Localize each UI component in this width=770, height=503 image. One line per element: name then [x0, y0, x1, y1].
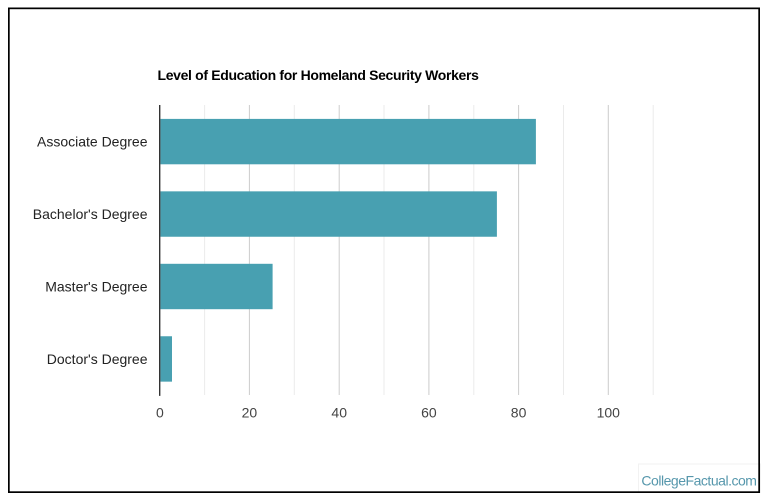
svg-text:0: 0	[156, 405, 164, 421]
svg-text:100: 100	[597, 405, 621, 421]
svg-text:Master's Degree: Master's Degree	[45, 279, 147, 295]
svg-text:80: 80	[511, 405, 527, 421]
svg-text:CollegeFactual.com: CollegeFactual.com	[641, 473, 756, 489]
svg-text:60: 60	[421, 405, 437, 421]
svg-text:Doctor's Degree: Doctor's Degree	[47, 351, 148, 367]
svg-text:Bachelor's Degree: Bachelor's Degree	[33, 206, 148, 222]
svg-text:40: 40	[331, 405, 347, 421]
svg-text:20: 20	[242, 405, 258, 421]
svg-text:Associate Degree: Associate Degree	[37, 133, 148, 149]
svg-text:Level of Education for Homelan: Level of Education for Homeland Security…	[158, 67, 480, 83]
